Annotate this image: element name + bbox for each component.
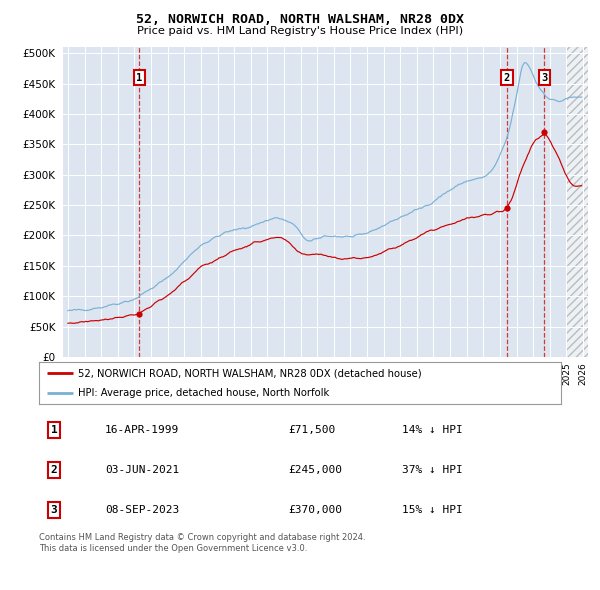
Bar [566, 47, 588, 357]
Text: Contains HM Land Registry data © Crown copyright and database right 2024.
This d: Contains HM Land Registry data © Crown c… [39, 533, 365, 553]
Text: £245,000: £245,000 [288, 466, 342, 475]
Text: 2: 2 [504, 73, 510, 83]
Text: 15% ↓ HPI: 15% ↓ HPI [402, 506, 463, 515]
Text: 08-SEP-2023: 08-SEP-2023 [105, 506, 179, 515]
Text: 37% ↓ HPI: 37% ↓ HPI [402, 466, 463, 475]
Text: Price paid vs. HM Land Registry's House Price Index (HPI): Price paid vs. HM Land Registry's House … [137, 26, 463, 36]
Text: 03-JUN-2021: 03-JUN-2021 [105, 466, 179, 475]
Bar [566, 47, 588, 357]
Text: 1: 1 [50, 425, 58, 435]
Text: 14% ↓ HPI: 14% ↓ HPI [402, 425, 463, 435]
Text: 1: 1 [136, 73, 142, 83]
Text: HPI: Average price, detached house, North Norfolk: HPI: Average price, detached house, Nort… [78, 388, 329, 398]
Text: 52, NORWICH ROAD, NORTH WALSHAM, NR28 0DX (detached house): 52, NORWICH ROAD, NORTH WALSHAM, NR28 0D… [78, 368, 422, 378]
Text: 52, NORWICH ROAD, NORTH WALSHAM, NR28 0DX: 52, NORWICH ROAD, NORTH WALSHAM, NR28 0D… [136, 13, 464, 26]
Text: £370,000: £370,000 [288, 506, 342, 515]
Text: 3: 3 [541, 73, 547, 83]
Text: 3: 3 [50, 506, 58, 515]
Text: £71,500: £71,500 [288, 425, 335, 435]
Text: 2: 2 [50, 466, 58, 475]
Text: 16-APR-1999: 16-APR-1999 [105, 425, 179, 435]
